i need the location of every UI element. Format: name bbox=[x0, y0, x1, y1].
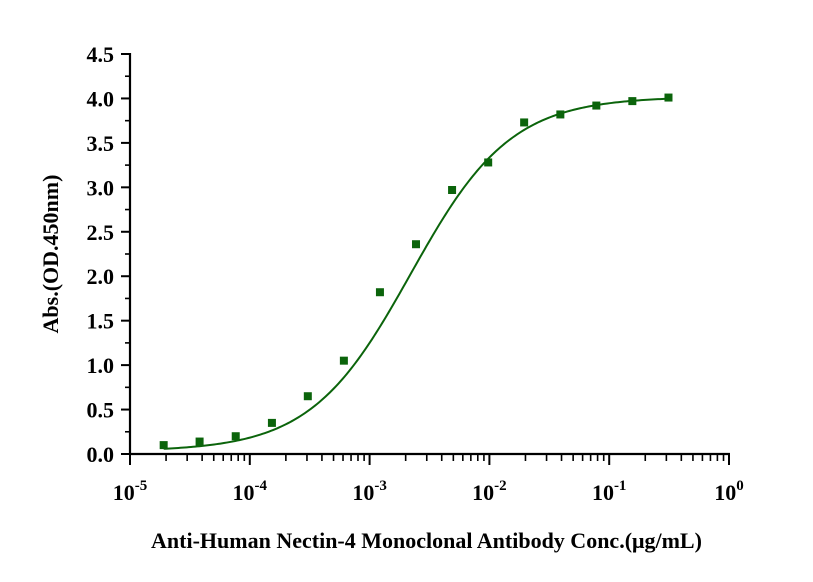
x-tick-label: 10-3 bbox=[352, 478, 387, 505]
y-axis-ticks: 0.0 0.5 1.0 1.5 2.0 2.5 3.0 3.5 4.0 4.5 bbox=[87, 42, 130, 467]
data-point bbox=[412, 240, 421, 249]
data-point bbox=[484, 158, 493, 167]
y-tick-label: 0.0 bbox=[87, 442, 115, 467]
y-tick-label: 4.0 bbox=[87, 86, 115, 111]
data-point bbox=[664, 93, 673, 102]
y-tick-label: 1.5 bbox=[87, 309, 115, 334]
data-point bbox=[267, 418, 276, 427]
data-point bbox=[520, 118, 529, 127]
data-point bbox=[159, 441, 168, 450]
data-point bbox=[628, 97, 637, 106]
data-point bbox=[231, 432, 240, 441]
x-axis-title: Anti-Human Nectin-4 Monoclonal Antibody … bbox=[151, 528, 702, 553]
data-points bbox=[159, 93, 673, 450]
x-tick-label: 10-2 bbox=[472, 478, 507, 505]
x-tick-label: 100 bbox=[714, 478, 744, 505]
y-tick-label: 3.0 bbox=[87, 175, 115, 200]
x-tick-label: 10-5 bbox=[113, 478, 148, 505]
data-point bbox=[303, 392, 312, 401]
y-tick-label: 3.5 bbox=[87, 131, 115, 156]
y-axis-title: Abs.(OD.450nm) bbox=[38, 175, 63, 334]
data-point bbox=[448, 186, 457, 194]
x-tick-label: 10-1 bbox=[592, 478, 627, 505]
x-axis-ticks: 10-5 10-4 10-3 10-2 10-1 100 bbox=[113, 454, 744, 505]
y-tick-label: 2.5 bbox=[87, 220, 115, 245]
y-tick-label: 2.0 bbox=[87, 264, 115, 289]
x-tick-label: 10-4 bbox=[233, 478, 268, 505]
data-point bbox=[195, 437, 204, 446]
data-point bbox=[339, 356, 348, 365]
y-tick-label: 4.5 bbox=[87, 42, 115, 67]
data-point bbox=[375, 288, 384, 297]
y-tick-label: 0.5 bbox=[87, 398, 115, 423]
fit-curve bbox=[163, 97, 669, 450]
data-point bbox=[556, 110, 565, 119]
data-point bbox=[592, 101, 601, 110]
y-tick-label: 1.0 bbox=[87, 353, 115, 378]
